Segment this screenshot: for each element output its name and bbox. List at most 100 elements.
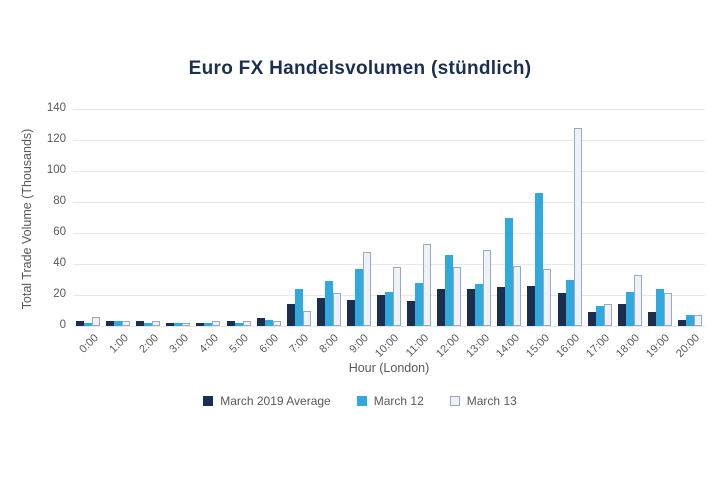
- legend-label: March 2019 Average: [220, 394, 331, 408]
- bar: [354, 268, 363, 326]
- bar: [144, 322, 153, 326]
- legend-label: March 12: [373, 394, 424, 408]
- bar: [302, 310, 311, 326]
- legend-swatch: [203, 396, 214, 406]
- bar: [565, 279, 574, 326]
- bar: [423, 243, 432, 326]
- bar: [174, 322, 183, 326]
- x-tick-label: 11:00: [404, 332, 432, 360]
- bar: [136, 321, 145, 326]
- bar: [475, 284, 484, 326]
- x-tick-label: 1:00: [106, 332, 131, 356]
- x-tick-label: 7:00: [287, 332, 312, 356]
- gridline: [73, 109, 705, 110]
- x-tick-label: 15:00: [524, 332, 552, 360]
- y-tick-label: 120: [46, 133, 66, 145]
- x-axis-title: Hour (London): [348, 361, 430, 375]
- y-axis-title: Total Trade Volume (Thousands): [20, 128, 34, 310]
- bar: [242, 321, 251, 326]
- gridline: [73, 326, 705, 327]
- bar: [204, 322, 213, 326]
- bar: [603, 304, 612, 326]
- x-tick-label: 5:00: [227, 332, 252, 356]
- x-tick-label: 18:00: [614, 332, 643, 360]
- bar: [152, 321, 161, 326]
- chart-title: Euro FX Handelsvolumen (stündlich): [188, 58, 532, 79]
- bar: [633, 274, 642, 326]
- gridline: [73, 233, 705, 234]
- x-tick-label: 17:00: [584, 332, 613, 360]
- x-tick-label: 12:00: [433, 332, 462, 360]
- bar: [226, 321, 235, 326]
- bar: [595, 305, 604, 326]
- legend-label: March 13: [466, 394, 517, 408]
- bar: [587, 312, 596, 326]
- bar: [114, 321, 123, 326]
- bar: [324, 281, 333, 326]
- bar: [256, 318, 265, 326]
- y-tick-label: 20: [53, 288, 66, 300]
- bar: [663, 293, 672, 326]
- gridline: [73, 202, 705, 203]
- bar: [346, 299, 355, 326]
- bar: [92, 316, 101, 326]
- x-tick-label: 10:00: [373, 332, 402, 360]
- legend-item: March 12: [356, 394, 424, 408]
- bar: [316, 298, 325, 326]
- bar: [166, 322, 175, 326]
- x-tick-label: 0:00: [76, 332, 101, 356]
- x-tick-label: 16:00: [554, 332, 583, 360]
- x-tick-label: 3:00: [167, 332, 191, 356]
- bar: [437, 288, 446, 326]
- bar: [212, 321, 221, 326]
- bar: [272, 321, 281, 326]
- bar: [535, 192, 544, 326]
- legend-swatch: [356, 396, 367, 406]
- legend: March 2019 Average March 12 March 13: [0, 394, 720, 408]
- bar: [505, 217, 514, 326]
- y-tick-label: 100: [46, 164, 66, 176]
- bar: [483, 250, 492, 326]
- gridline: [73, 264, 705, 265]
- legend-swatch: [449, 396, 460, 406]
- bar: [467, 288, 476, 326]
- bar: [693, 315, 702, 326]
- y-tick-label: 60: [53, 226, 66, 238]
- bar: [393, 267, 401, 326]
- bar: [625, 291, 634, 326]
- legend-item: March 2019 Average: [203, 394, 331, 408]
- x-tick-label: 2:00: [137, 332, 161, 356]
- x-tick-label: 6:00: [257, 332, 282, 356]
- bar: [557, 293, 566, 326]
- y-tick-label: 40: [53, 257, 66, 269]
- bar: [196, 322, 205, 326]
- bar: [76, 321, 85, 326]
- bar: [573, 127, 582, 326]
- gridline: [73, 140, 705, 141]
- bar: [377, 295, 385, 326]
- plot-area: [73, 109, 705, 327]
- bar: [513, 265, 522, 326]
- y-tick-label: 140: [46, 102, 66, 114]
- bar: [617, 304, 626, 326]
- x-tick-label: 20:00: [674, 332, 703, 360]
- bar: [677, 319, 686, 326]
- bar: [685, 315, 694, 326]
- bar: [453, 267, 462, 326]
- x-tick-label: 4:00: [197, 332, 221, 356]
- bar: [385, 291, 393, 326]
- bar: [445, 254, 454, 326]
- bar: [543, 268, 552, 326]
- bar: [106, 321, 115, 326]
- bar: [286, 304, 295, 326]
- x-tick-label: 19:00: [644, 332, 673, 360]
- x-tick-label: 14:00: [493, 332, 522, 360]
- bar: [84, 322, 93, 326]
- bar: [415, 282, 424, 326]
- x-tick-label: 8:00: [317, 332, 342, 356]
- bar: [332, 293, 341, 326]
- x-tick-label: 9:00: [347, 332, 372, 356]
- bar: [527, 285, 536, 326]
- bar: [122, 321, 131, 326]
